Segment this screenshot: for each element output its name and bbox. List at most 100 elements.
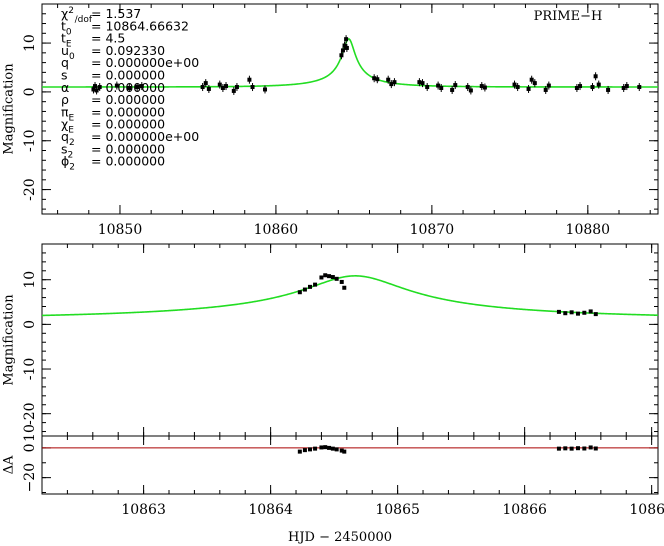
data-point — [339, 53, 344, 58]
param-value: = 0.000000 — [91, 154, 165, 169]
data-point — [468, 88, 473, 93]
data-point — [97, 85, 102, 90]
data-point — [532, 81, 537, 86]
param-symbol: π — [61, 104, 69, 119]
param-symbol: t — [61, 18, 66, 33]
middle-panel: -20 -10 0 10 Magnification — [2, 243, 659, 437]
data-point — [375, 77, 380, 82]
data-point — [217, 82, 222, 87]
y-tick-label: 0 — [22, 320, 38, 329]
data-point — [563, 446, 568, 451]
residual-panel: 10863 10864 10865 10866 10867 −20 010 ΔA HJD − 2… — [2, 424, 664, 545]
fit-parameter: χ2 /dof — [61, 6, 93, 25]
data-point — [319, 445, 324, 450]
data-point — [482, 85, 487, 90]
param-symbol: q — [61, 55, 69, 70]
param-symbol: q — [61, 129, 69, 144]
data-point — [582, 446, 587, 451]
data-point — [334, 447, 339, 452]
fit-parameter: α — [61, 80, 69, 95]
data-point — [342, 285, 347, 290]
y-tick-label: 10 — [22, 424, 38, 442]
data-point — [556, 309, 561, 314]
data-point — [323, 445, 328, 450]
data-point — [247, 77, 252, 82]
data-point — [465, 85, 470, 90]
y-tick-label: 10 — [22, 34, 38, 52]
data-point — [330, 275, 335, 280]
data-point — [450, 87, 455, 92]
data-point — [417, 80, 422, 85]
data-point — [206, 86, 211, 91]
fit-parameter: q2 — [61, 129, 75, 148]
data-point — [220, 86, 225, 90]
param-symbol: ρ — [61, 92, 69, 107]
data-point — [297, 449, 302, 454]
data-point — [546, 83, 551, 88]
data-point — [297, 290, 302, 295]
top-panel-frame — [41, 3, 659, 215]
data-point — [420, 81, 425, 86]
data-point — [436, 83, 441, 88]
param-symbol: s — [61, 68, 68, 83]
param-value: = 0.000000 — [91, 141, 165, 156]
data-point — [593, 312, 598, 317]
data-point — [593, 446, 598, 451]
fit-parameter: ϕ2 — [61, 154, 75, 173]
data-point — [327, 274, 332, 279]
data-point — [543, 87, 548, 92]
data-point — [307, 284, 312, 289]
param-value: = 0.000000 — [91, 92, 165, 107]
x-tick-label: 10867 — [629, 502, 664, 518]
x-tick-label: 10860 — [254, 222, 299, 238]
param-value: = 0.000000 — [91, 80, 165, 95]
data-point — [575, 446, 580, 451]
data-point — [574, 86, 579, 90]
param-subscript: E — [66, 40, 72, 50]
data-point — [342, 449, 347, 454]
residual-panel-frame — [41, 435, 659, 495]
y-tick-label: 0 — [22, 87, 38, 96]
x-tick-label: 10866 — [502, 502, 547, 518]
data-point — [127, 86, 132, 90]
data-point — [512, 82, 517, 87]
data-point — [313, 282, 318, 287]
param-value: = 0.000000e+00 — [91, 55, 199, 70]
param-symbol: u — [61, 43, 69, 58]
x-axis-label: HJD − 2450000 — [288, 530, 392, 545]
param-subscript: 2 — [68, 150, 74, 160]
data-point — [340, 48, 345, 53]
param-subscript: 2 — [69, 163, 75, 173]
data-point — [582, 310, 587, 315]
data-point — [596, 82, 601, 87]
data-point — [637, 85, 642, 90]
data-point — [114, 83, 119, 88]
fit-parameter: q — [61, 55, 69, 70]
x-tick-label: 10864 — [248, 502, 293, 518]
param-subscript: 0 — [69, 52, 75, 62]
fit-parameter: ρ — [61, 92, 69, 107]
data-point — [93, 84, 98, 89]
data-point — [250, 85, 255, 90]
fit-parameter: s — [61, 68, 68, 83]
x-tick-label: 10850 — [98, 222, 143, 238]
middle-panel-frame — [41, 243, 659, 437]
y-tick-label: 10 — [22, 271, 38, 289]
param-value: = 10864.66632 — [91, 18, 189, 33]
y-axis-label: Magnification — [2, 63, 17, 155]
data-point — [302, 287, 307, 292]
data-point — [334, 276, 339, 281]
data-point — [588, 309, 593, 314]
data-point — [94, 88, 99, 93]
data-point — [344, 37, 349, 42]
param-value: = 1.537 — [91, 6, 141, 21]
fit-parameter: s2 — [61, 141, 73, 160]
y-axis-label: ΔA — [2, 455, 17, 474]
data-point — [526, 86, 531, 91]
data-point — [234, 85, 239, 90]
param-value: = 0.092330 — [91, 43, 165, 58]
data-point — [313, 446, 318, 451]
data-point — [302, 448, 307, 453]
data-point — [135, 85, 140, 90]
data-point — [453, 83, 458, 88]
